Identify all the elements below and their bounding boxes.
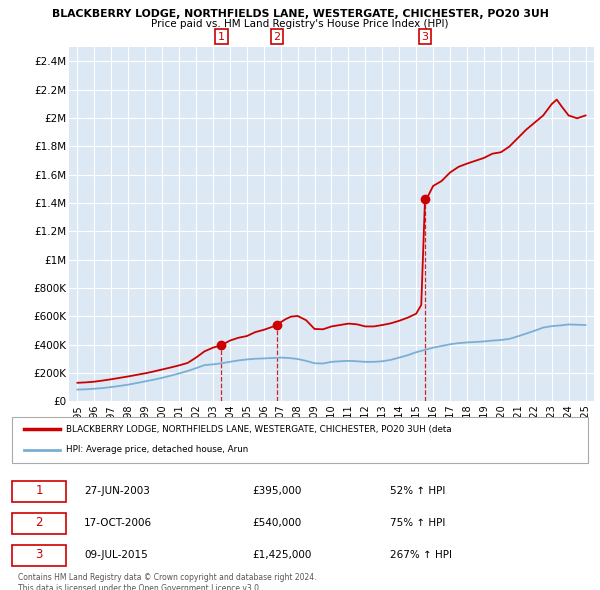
Text: Contains HM Land Registry data © Crown copyright and database right 2024.: Contains HM Land Registry data © Crown c…	[18, 573, 317, 582]
FancyBboxPatch shape	[12, 513, 66, 535]
Text: £395,000: £395,000	[252, 486, 301, 496]
Text: 52% ↑ HPI: 52% ↑ HPI	[390, 486, 445, 496]
FancyBboxPatch shape	[12, 481, 66, 503]
Text: BLACKBERRY LODGE, NORTHFIELDS LANE, WESTERGATE, CHICHESTER, PO20 3UH (deta: BLACKBERRY LODGE, NORTHFIELDS LANE, WEST…	[66, 425, 452, 434]
Text: This data is licensed under the Open Government Licence v3.0.: This data is licensed under the Open Gov…	[18, 584, 262, 590]
Text: 2: 2	[274, 32, 281, 42]
Text: 3: 3	[35, 548, 43, 561]
Text: 09-JUL-2015: 09-JUL-2015	[84, 550, 148, 559]
FancyBboxPatch shape	[12, 545, 66, 566]
Text: £540,000: £540,000	[252, 518, 301, 527]
Text: 1: 1	[218, 32, 225, 42]
Text: £1,425,000: £1,425,000	[252, 550, 311, 559]
Text: BLACKBERRY LODGE, NORTHFIELDS LANE, WESTERGATE, CHICHESTER, PO20 3UH: BLACKBERRY LODGE, NORTHFIELDS LANE, WEST…	[52, 9, 548, 19]
Text: 2: 2	[35, 516, 43, 529]
Text: 75% ↑ HPI: 75% ↑ HPI	[390, 518, 445, 527]
Text: 3: 3	[421, 32, 428, 42]
FancyBboxPatch shape	[12, 417, 588, 463]
Text: HPI: Average price, detached house, Arun: HPI: Average price, detached house, Arun	[66, 445, 248, 454]
Text: Price paid vs. HM Land Registry's House Price Index (HPI): Price paid vs. HM Land Registry's House …	[151, 19, 449, 29]
Text: 1: 1	[35, 484, 43, 497]
Text: 27-JUN-2003: 27-JUN-2003	[84, 486, 150, 496]
Text: 17-OCT-2006: 17-OCT-2006	[84, 518, 152, 527]
Text: 267% ↑ HPI: 267% ↑ HPI	[390, 550, 452, 559]
